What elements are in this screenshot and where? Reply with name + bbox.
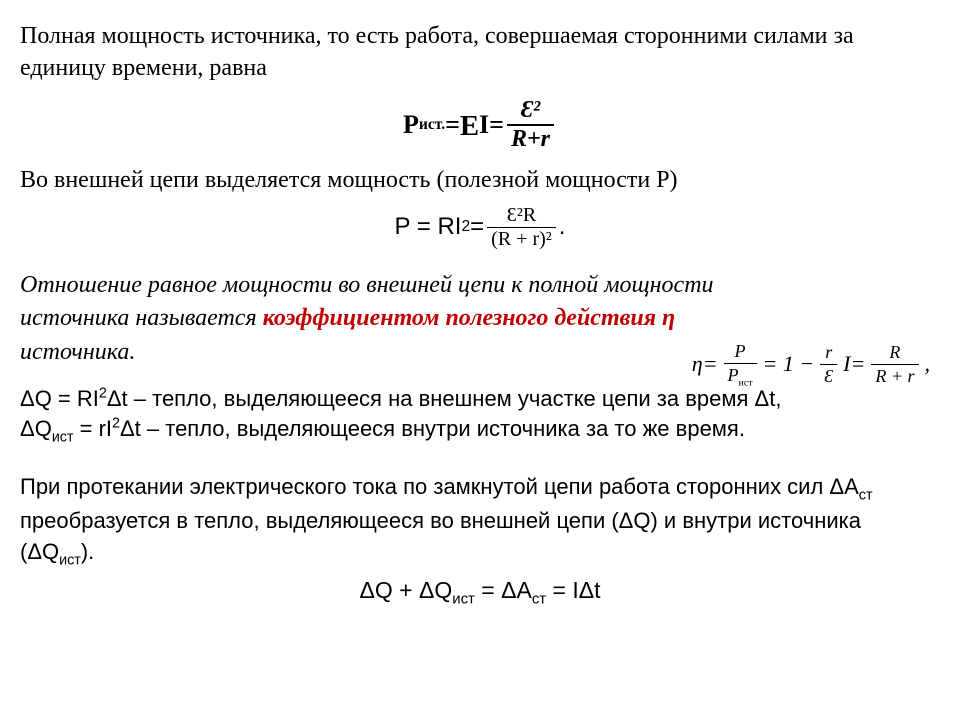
para-2: Во внешней цепи выделяется мощность (пол…	[20, 167, 940, 194]
fin-a: ΔQ + ΔQ	[360, 577, 453, 603]
equation-2: P = RI2 = Ɛ²R (R + r)² .	[395, 204, 566, 251]
eta-frac1: P Pист	[724, 340, 757, 390]
eq2-sup: 2	[461, 218, 470, 236]
eta-f1-den-sub: ист	[739, 377, 753, 388]
eq1-fraction: Ɛ² R+r	[507, 97, 554, 153]
heat2-a: ΔQ	[20, 416, 52, 441]
heat2-sup: 2	[112, 416, 120, 432]
eta-comma: ,	[925, 351, 931, 377]
slide-content: Полная мощность источника, то есть работ…	[0, 0, 960, 640]
closing-paragraph: При протекании электрического тока по за…	[20, 472, 940, 571]
eq2-lhs: P = RI	[395, 213, 462, 241]
eta-f1-den-P: P	[728, 365, 739, 385]
heat1-sup: 2	[99, 385, 107, 401]
fin-b: = ΔA	[475, 577, 532, 603]
eta-equation: η = P Pист = 1 − r Ɛ I = R R + r ,	[692, 340, 930, 390]
eq2-num: Ɛ²R	[503, 204, 540, 227]
eq1-I: I	[479, 110, 489, 140]
definition-paragraph: Отношение равное мощности во внешней цеп…	[20, 269, 720, 370]
fin-sub2: ст	[532, 590, 546, 607]
equation-2-wrap: P = RI2 = Ɛ²R (R + r)² .	[20, 204, 940, 251]
eq2-dot: .	[559, 213, 566, 241]
eq1-epsilon: E	[460, 111, 479, 143]
eq1-den: R+r	[507, 124, 554, 153]
fin-sub1: ист	[452, 590, 475, 607]
eta-frac3: R R + r	[871, 341, 918, 388]
intro-paragraph: Полная мощность источника, то есть работ…	[20, 20, 940, 85]
eta-f1-den: Pист	[724, 363, 757, 390]
p3-c: ).	[81, 539, 94, 564]
p3-sub2: ист	[59, 552, 81, 568]
eta-symbol: η	[692, 351, 703, 377]
def-red-term: коэффициентом полезного действия η	[263, 305, 676, 331]
eta-frac2: r Ɛ	[820, 341, 837, 388]
equation-1-wrap: Pист. = EI = Ɛ² R+r	[20, 97, 940, 153]
eta-eq1: =	[703, 351, 718, 377]
eta-f3-den: R + r	[871, 364, 918, 388]
final-equation: ΔQ + ΔQист = ΔAст = IΔt	[20, 577, 940, 608]
p3-a: При протекании электрического тока по за…	[20, 474, 859, 499]
heat1-b: Δt – тепло, выделяющееся на внешнем учас…	[107, 386, 782, 411]
def-text-2: источника.	[20, 339, 135, 365]
eta-f2-num: r	[821, 341, 836, 364]
fin-c: = IΔt	[546, 577, 600, 603]
heat-lines: ΔQ = RI2Δt – тепло, выделяющееся на внеш…	[20, 384, 940, 448]
eq2-den: (R + r)²	[487, 227, 556, 251]
eta-f1-num: P	[731, 340, 750, 363]
eta-f2-den: Ɛ	[820, 364, 837, 388]
eq1-equals-2: =	[489, 110, 504, 140]
eq2-equals: =	[470, 213, 484, 241]
equation-1: Pист. = EI = Ɛ² R+r	[403, 97, 557, 153]
eta-I: I	[843, 351, 850, 377]
eq1-P: P	[403, 110, 419, 140]
eq1-equals-1: =	[445, 110, 460, 140]
eta-f3-num: R	[885, 341, 904, 364]
heat2-sub: ист	[52, 429, 74, 445]
heat2-b: = rI	[74, 416, 113, 441]
heat1-a: ΔQ = RI	[20, 386, 99, 411]
eq1-num: Ɛ²	[521, 97, 540, 123]
heat2-c: Δt – тепло, выделяющееся внутри источник…	[120, 416, 745, 441]
eq1-sub: ист.	[419, 116, 445, 134]
eta-eq2: =	[850, 351, 865, 377]
eta-mid: = 1 −	[763, 351, 815, 377]
p3-sub1: ст	[859, 487, 873, 503]
p3-b: преобразуется в тепло, выделяющееся во в…	[20, 508, 861, 563]
eq2-fraction: Ɛ²R (R + r)²	[487, 204, 556, 251]
